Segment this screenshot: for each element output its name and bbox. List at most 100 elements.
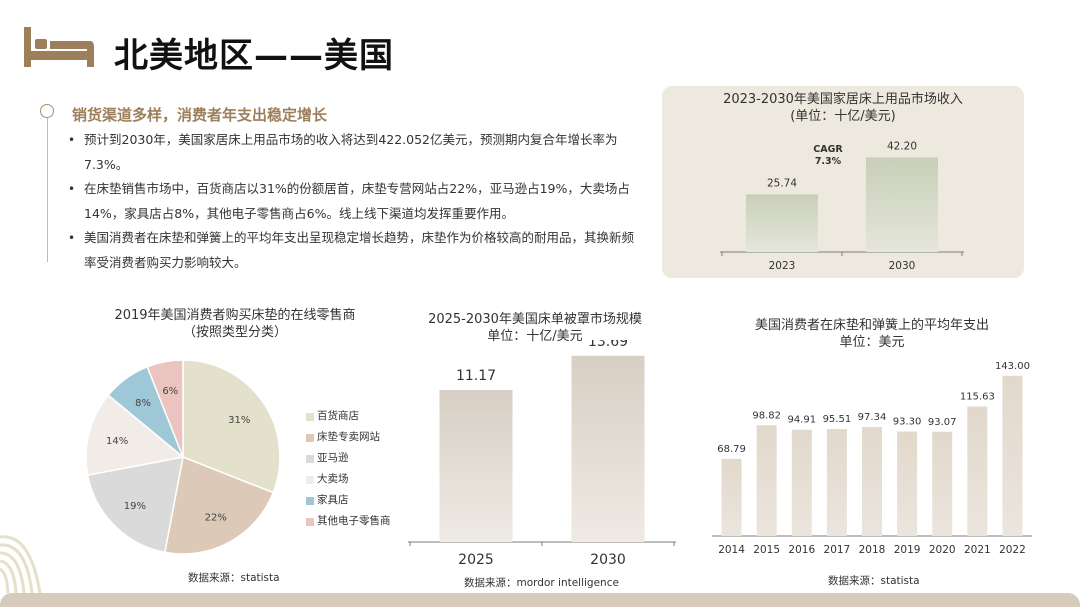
bar-2021: [967, 406, 988, 536]
spending-chart-title-line1: 美国消费者在床垫和弹簧上的平均年支出: [754, 318, 989, 333]
legend-label: 家具店: [317, 494, 349, 506]
section-heading: 销货渠道多样，消费者年支出稳定增长: [72, 106, 328, 124]
legend-swatch: [306, 433, 314, 442]
sheets-chart: 11.17 2025 13.69 2030: [408, 340, 676, 568]
bullet-dot-icon: •: [68, 231, 76, 245]
sheets-chart-title-line2: 单位：十亿/美元: [487, 329, 583, 344]
pie-label-大卖场: 14%: [106, 436, 128, 447]
bed-icon: [24, 27, 94, 67]
legend-item: 百货商店: [306, 406, 391, 427]
x-tick-label-2030: 2030: [889, 260, 916, 272]
x-tick-label-2018: 2018: [859, 544, 886, 556]
x-tick-label-2020: 2020: [929, 544, 956, 556]
legend-swatch: [306, 517, 314, 526]
legend-item: 亚马逊: [306, 448, 391, 469]
legend-item: 床垫专卖网站: [306, 427, 391, 448]
legend-label: 大卖场: [317, 473, 349, 485]
pie-chart-title: 2019年美国消费者购买床垫的在线零售商 （按照类型分类）: [60, 307, 410, 341]
pie-slice-大卖场: [85, 394, 185, 477]
pie-slice-床垫专卖网站: [163, 455, 275, 555]
x-tick-label-2025: 2025: [458, 552, 494, 568]
bar-2019: [897, 431, 918, 536]
bullet-item: • 美国消费者在床垫和弹簧上的平均年支出呈现稳定增长趋势，床垫作为价格较高的耐用品…: [62, 226, 642, 275]
bullet-item: • 预计到2030年，美国家居床上用品市场的收入将达到422.052亿美元，预测期…: [62, 128, 642, 177]
revenue-chart-card: [662, 86, 1024, 278]
legend-item: 其他电子零售商: [306, 511, 391, 532]
revenue-chart-title-line2: (单位：十亿/美元): [790, 109, 896, 124]
pie-chart: 31% 22% 19% 14% 8% 6%: [85, 359, 281, 555]
bar-2030: [571, 355, 645, 542]
page-title: 北美地区——美国: [114, 36, 394, 76]
pie-label-百货商店: 31%: [228, 415, 250, 426]
x-tick-label-2016: 2016: [788, 544, 815, 556]
cagr-value: 7.3%: [815, 156, 842, 167]
sheets-chart-title-line1: 2025-2030年美国床单被罩市场规模: [428, 312, 642, 327]
bullet-text: 预计到2030年，美国家居床上用品市场的收入将达到422.052亿美元，预测期内…: [84, 132, 618, 172]
x-tick-label-2030: 2030: [590, 552, 626, 568]
pie-chart-title-line1: 2019年美国消费者购买床垫的在线零售商: [114, 308, 356, 323]
bar-2022: [1002, 375, 1023, 536]
pie-label-亚马逊: 19%: [124, 501, 146, 512]
legend-item: 家具店: [306, 490, 391, 511]
pie-chart-legend: 百货商店床垫专卖网站 亚马逊大卖场家具店其他电子零售商: [306, 406, 391, 532]
pie-chart-title-line2: （按照类型分类）: [182, 325, 287, 340]
pie-slice-百货商店: [182, 359, 281, 494]
bar-2014: [721, 458, 742, 536]
revenue-chart-title-line1: 2023-2030年美国家居床上用品市场收入: [723, 92, 963, 107]
x-tick-label-2015: 2015: [753, 544, 780, 556]
x-tick-label-2014: 2014: [718, 544, 745, 556]
pie-chart-source: 数据来源：statista: [188, 572, 280, 584]
data-label-2014: 68.79: [717, 444, 746, 455]
legend-item: 大卖场: [306, 469, 391, 490]
sheets-chart-source: 数据来源：mordor intelligence: [464, 577, 619, 589]
section-divider-line: [47, 114, 48, 262]
data-label-2019: 93.30: [893, 417, 922, 428]
bullet-text: 在床垫销售市场中，百货商店以31%的份额居首，床垫专营网站占22%，亚马逊占19…: [84, 181, 630, 221]
legend-label: 床垫专卖网站: [317, 431, 380, 443]
bar-2018: [862, 426, 882, 536]
data-label-2022: 143.00: [995, 361, 1030, 372]
legend-label: 其他电子零售商: [317, 515, 391, 527]
pie-label-床垫专卖网站: 22%: [205, 513, 227, 524]
bullet-dot-icon: •: [68, 182, 76, 196]
legend-label: 亚马逊: [317, 452, 349, 464]
legend-swatch: [306, 475, 314, 484]
data-label-2017: 95.51: [823, 414, 852, 425]
spending-chart-source: 数据来源：statista: [828, 575, 920, 587]
bar-2016: [791, 429, 812, 536]
section-marker-icon: [40, 104, 54, 118]
x-tick-label-2022: 2022: [999, 544, 1026, 556]
pie-slice-其他电子零售商: [146, 359, 184, 458]
legend-swatch: [306, 412, 314, 421]
spending-chart-title: 美国消费者在床垫和弹簧上的平均年支出 单位：美元: [712, 317, 1032, 351]
x-tick-label-2021: 2021: [964, 544, 991, 556]
revenue-chart-title: 2023-2030年美国家居床上用品市场收入 (单位：十亿/美元): [662, 91, 1024, 125]
legend-label: 百货商店: [317, 410, 359, 422]
data-label-2030: 42.20: [887, 140, 917, 152]
data-label-2018: 97.34: [858, 412, 887, 423]
x-tick-label-2019: 2019: [894, 544, 921, 556]
bar-2017: [826, 429, 847, 536]
data-label-2025: 11.17: [456, 368, 496, 384]
cagr-label: CAGR: [813, 144, 843, 155]
data-label-2015: 98.82: [752, 410, 781, 421]
pie-label-家具店: 8%: [135, 398, 151, 409]
bar-2015: [756, 425, 777, 536]
x-tick-label-2023: 2023: [769, 260, 796, 272]
spending-chart: 68.79 2014 98.82 2015 94.91 2016 95.51 2017 97.3…: [712, 361, 1032, 556]
spending-chart-title-line2: 单位：美元: [839, 335, 905, 350]
bullet-list: • 预计到2030年，美国家居床上用品市场的收入将达到422.052亿美元，预测期…: [62, 128, 642, 275]
pie-slice-亚马逊: [86, 456, 184, 554]
data-label-2021: 115.63: [960, 391, 995, 402]
pie-label-其他电子零售商: 6%: [162, 386, 178, 397]
bar-2023: [746, 194, 818, 252]
bullet-item: • 在床垫销售市场中，百货商店以31%的份额居首，床垫专营网站占22%，亚马逊占1…: [62, 177, 642, 226]
decorative-arcs: [0, 535, 42, 593]
legend-swatch: [306, 454, 314, 463]
bar-2030: [866, 157, 938, 252]
data-label-2016: 94.91: [787, 415, 816, 426]
bar-2025: [439, 390, 513, 542]
data-label-2020: 93.07: [928, 417, 957, 428]
x-tick-label-2017: 2017: [824, 544, 851, 556]
